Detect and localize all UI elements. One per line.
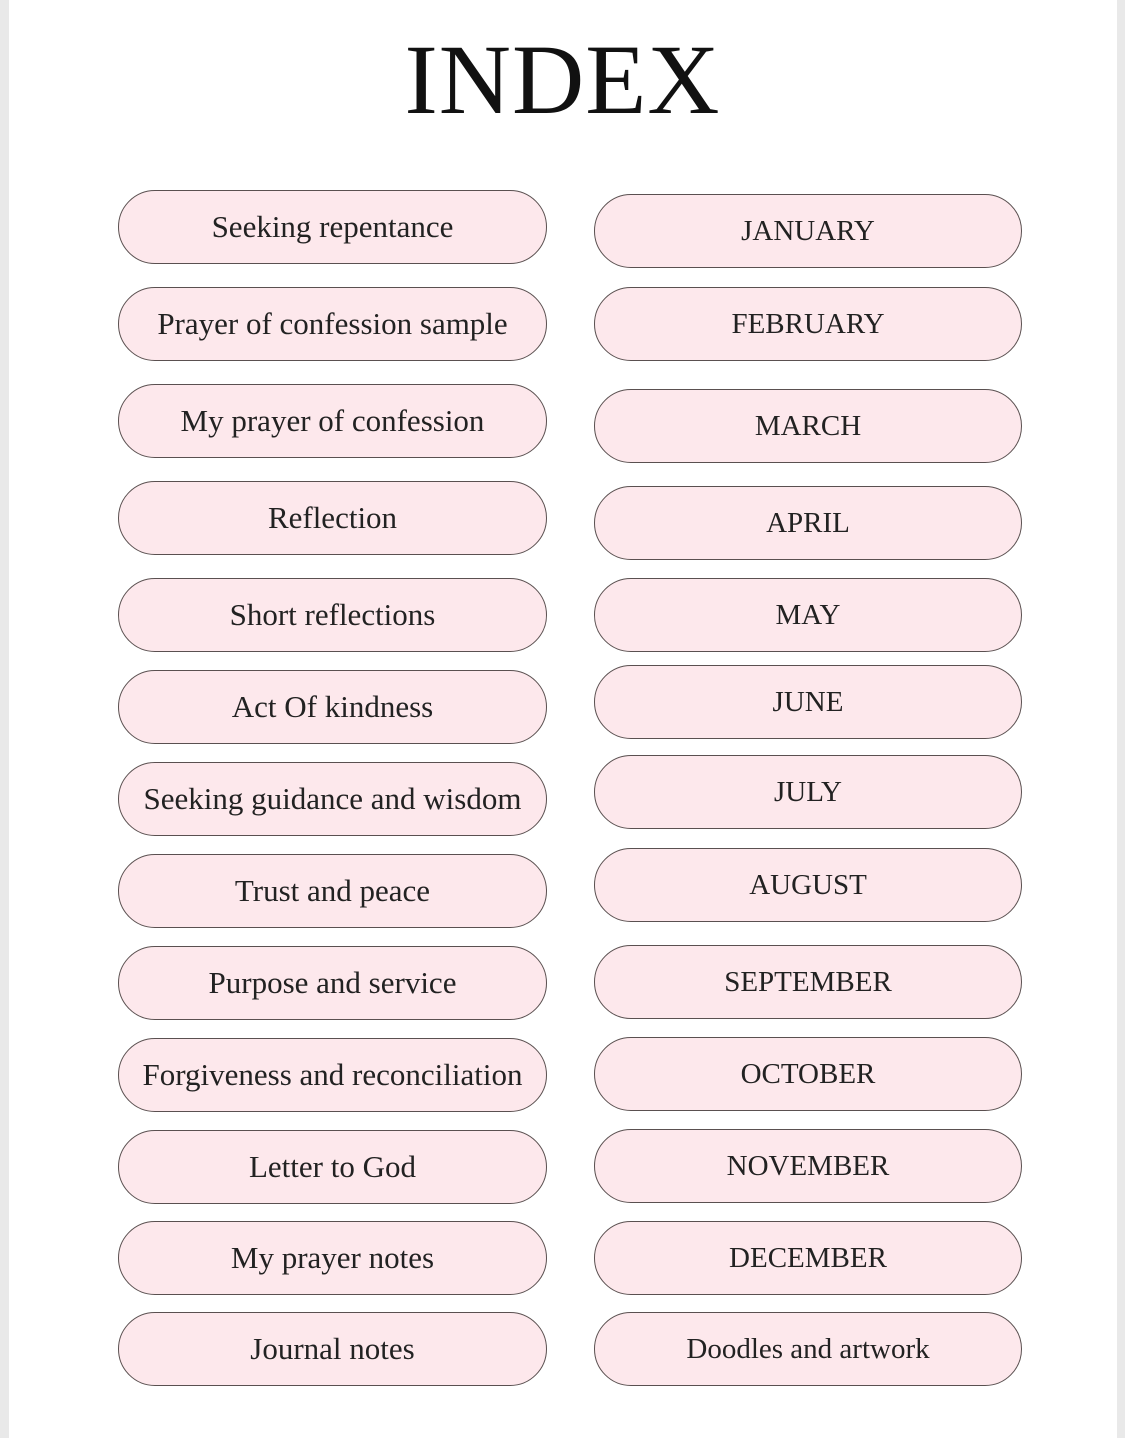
- index-link-trust-and-peace[interactable]: Trust and peace: [118, 854, 547, 928]
- index-link-december[interactable]: DECEMBER: [594, 1221, 1022, 1295]
- index-link-my-prayer-notes[interactable]: My prayer notes: [118, 1221, 547, 1295]
- index-link-forgiveness-and-reconciliation[interactable]: Forgiveness and reconciliation: [118, 1038, 547, 1112]
- index-link-january[interactable]: JANUARY: [594, 194, 1022, 268]
- index-link-purpose-and-service[interactable]: Purpose and service: [118, 946, 547, 1020]
- index-link-my-prayer-of-confession[interactable]: My prayer of confession: [118, 384, 547, 458]
- index-link-seeking-repentance[interactable]: Seeking repentance: [118, 190, 547, 264]
- index-link-reflection[interactable]: Reflection: [118, 481, 547, 555]
- page-title: INDEX: [404, 24, 721, 135]
- index-link-prayer-of-confession-sample[interactable]: Prayer of confession sample: [118, 287, 547, 361]
- index-link-february[interactable]: FEBRUARY: [594, 287, 1022, 361]
- index-link-march[interactable]: MARCH: [594, 389, 1022, 463]
- index-link-september[interactable]: SEPTEMBER: [594, 945, 1022, 1019]
- index-link-act-of-kindness[interactable]: Act Of kindness: [118, 670, 547, 744]
- index-link-letter-to-god[interactable]: Letter to God: [118, 1130, 547, 1204]
- index-link-november[interactable]: NOVEMBER: [594, 1129, 1022, 1203]
- index-link-doodles-and-artwork[interactable]: Doodles and artwork: [594, 1312, 1022, 1386]
- index-link-july[interactable]: JULY: [594, 755, 1022, 829]
- index-link-october[interactable]: OCTOBER: [594, 1037, 1022, 1111]
- index-link-august[interactable]: AUGUST: [594, 848, 1022, 922]
- index-link-june[interactable]: JUNE: [594, 665, 1022, 739]
- index-link-short-reflections[interactable]: Short reflections: [118, 578, 547, 652]
- index-link-may[interactable]: MAY: [594, 578, 1022, 652]
- index-link-journal-notes[interactable]: Journal notes: [118, 1312, 547, 1386]
- index-link-april[interactable]: APRIL: [594, 486, 1022, 560]
- index-link-seeking-guidance-and-wisdom[interactable]: Seeking guidance and wisdom: [118, 762, 547, 836]
